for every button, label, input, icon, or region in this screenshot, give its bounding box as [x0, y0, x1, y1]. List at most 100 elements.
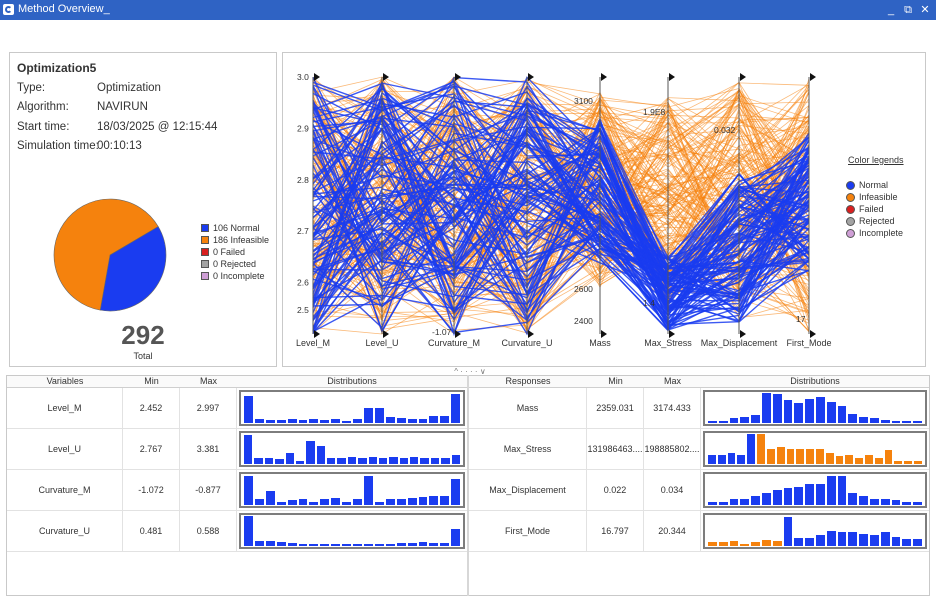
axis-label[interactable]: Max_Displacement: [701, 338, 778, 348]
axis-label[interactable]: Curvature_M: [428, 338, 480, 348]
design-line: [312, 132, 810, 285]
axis-label[interactable]: Level_M: [296, 338, 330, 348]
distribution-histogram[interactable]: [703, 431, 927, 467]
legend-label: Incomplete: [859, 228, 904, 238]
histogram-bar: [914, 461, 922, 464]
table-row[interactable]: Max_Stress 131986463.... 198885802....: [469, 429, 929, 470]
histogram-bar: [902, 539, 912, 546]
axis-max-handle[interactable]: [383, 73, 389, 81]
axis-max-handle[interactable]: [455, 73, 461, 81]
histogram-bar: [751, 496, 760, 505]
table-row[interactable]: Max_Displacement 0.022 0.034: [469, 470, 929, 511]
axis-min-handle[interactable]: [601, 330, 607, 338]
histogram-bar: [776, 447, 785, 464]
max-cell: 0.034: [644, 470, 701, 510]
axis-max-handle[interactable]: [314, 73, 320, 81]
histogram-bar: [389, 457, 398, 464]
histogram-bar: [385, 417, 395, 423]
parallel-coordinates-chart[interactable]: Level_M Level_U Curvature_M Curvature_U Mass…: [282, 52, 926, 367]
histogram-bar: [298, 544, 308, 546]
distribution-histogram[interactable]: [239, 472, 465, 508]
histogram-bar: [363, 476, 373, 505]
color-legend-item[interactable]: Rejected: [846, 215, 903, 227]
histogram-bar: [737, 455, 746, 464]
distribution-histogram[interactable]: [239, 390, 465, 426]
histogram-bar: [385, 544, 395, 546]
axis-max-handle[interactable]: [740, 73, 746, 81]
histogram-bar: [254, 541, 264, 546]
header-responses[interactable]: Responses: [505, 376, 551, 386]
axis-label[interactable]: Curvature_U: [501, 338, 552, 348]
axis-label[interactable]: Max_Stress: [644, 338, 692, 348]
table-row[interactable]: Mass 2359.031 3174.433: [469, 388, 929, 429]
tables-divider[interactable]: [467, 375, 469, 596]
design-line: [312, 183, 810, 316]
histogram-bar: [295, 461, 305, 464]
header-max[interactable]: Max: [199, 376, 217, 386]
row-name-cell: Mass: [469, 388, 587, 428]
axis-max-handle[interactable]: [810, 73, 816, 81]
axis-max-handle[interactable]: [528, 73, 534, 81]
header-distributions[interactable]: Distributions: [790, 376, 840, 386]
histogram-bar: [440, 496, 450, 505]
axis-max-handle[interactable]: [669, 73, 675, 81]
design-line: [312, 116, 810, 292]
axis-min-handle[interactable]: [810, 330, 816, 338]
axis-label[interactable]: Mass: [589, 338, 611, 348]
design-line: [312, 86, 810, 322]
axis-min-handle[interactable]: [528, 330, 534, 338]
legend-label: 106 Normal: [213, 223, 260, 233]
color-legend-item[interactable]: Failed: [846, 203, 903, 215]
histogram-bar: [254, 499, 264, 505]
restore-button[interactable]: ⧉: [904, 4, 912, 16]
histogram-bar: [805, 399, 814, 423]
close-button[interactable]: ✕: [920, 4, 930, 16]
table-row[interactable]: Level_M 2.452 2.997: [7, 388, 467, 429]
optimization-name: Optimization5: [17, 61, 97, 75]
table-row[interactable]: Level_U 2.767 3.381: [7, 429, 467, 470]
histogram-bar: [429, 416, 439, 423]
axis-min-handle[interactable]: [314, 330, 320, 338]
type-value: Optimization: [97, 82, 161, 94]
axis-min-handle[interactable]: [383, 330, 389, 338]
legend-dot-incomplete: [846, 228, 855, 238]
table-row[interactable]: Curvature_U 0.481 0.588: [7, 511, 467, 552]
axis-label[interactable]: Level_U: [365, 338, 398, 348]
header-variables[interactable]: Variables: [46, 376, 84, 386]
title-bar[interactable]: [0, 0, 936, 20]
distribution-histogram[interactable]: [703, 472, 927, 508]
axis-max-handle[interactable]: [601, 73, 607, 81]
pie-slice-normal[interactable]: [99, 226, 167, 312]
design-line: [312, 151, 810, 304]
histogram-bar: [353, 499, 362, 505]
header-distributions[interactable]: Distributions: [327, 376, 377, 386]
histogram-bar: [751, 542, 760, 546]
histogram-bar: [265, 491, 275, 505]
color-legend-item[interactable]: Incomplete: [846, 227, 903, 239]
histogram-bar: [902, 502, 912, 505]
axis-min-handle[interactable]: [740, 330, 746, 338]
histogram-bar: [815, 535, 825, 546]
histogram-bar: [396, 499, 406, 505]
histogram-bar: [913, 502, 922, 505]
axis-min-handle[interactable]: [455, 330, 461, 338]
splitter-handle[interactable]: ^ · · · · ∨: [454, 367, 486, 376]
histogram-bar: [848, 493, 858, 505]
header-min[interactable]: Min: [608, 376, 623, 386]
header-max[interactable]: Max: [663, 376, 681, 386]
table-row[interactable]: First_Mode 16.797 20.344: [469, 511, 929, 552]
axis-min-handle[interactable]: [669, 330, 675, 338]
color-legend-item[interactable]: Normal: [846, 179, 903, 191]
distribution-histogram[interactable]: [703, 390, 927, 426]
color-legend-item[interactable]: Infeasible: [846, 191, 903, 203]
minimize-button[interactable]: _: [887, 4, 895, 16]
axis-label[interactable]: First_Mode: [786, 338, 831, 348]
distribution-histogram[interactable]: [239, 513, 465, 549]
distribution-histogram[interactable]: [239, 431, 465, 467]
pie-slice-infeasible[interactable]: [53, 198, 159, 311]
color-legend[interactable]: Normal Infeasible Failed Rejected Incomp…: [846, 179, 903, 239]
distribution-histogram[interactable]: [703, 513, 927, 549]
design-line: [312, 170, 810, 331]
table-row[interactable]: Curvature_M -1.072 -0.877: [7, 470, 467, 511]
header-min[interactable]: Min: [144, 376, 159, 386]
